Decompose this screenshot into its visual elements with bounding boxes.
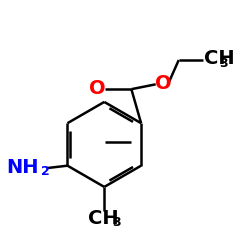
Text: O: O bbox=[155, 74, 171, 93]
Text: CH: CH bbox=[88, 210, 118, 229]
Text: 3: 3 bbox=[112, 216, 121, 229]
Text: CH: CH bbox=[204, 49, 235, 68]
Text: 2: 2 bbox=[42, 164, 50, 177]
Text: O: O bbox=[88, 79, 105, 98]
Text: 3: 3 bbox=[220, 57, 228, 70]
Text: NH: NH bbox=[6, 158, 38, 177]
